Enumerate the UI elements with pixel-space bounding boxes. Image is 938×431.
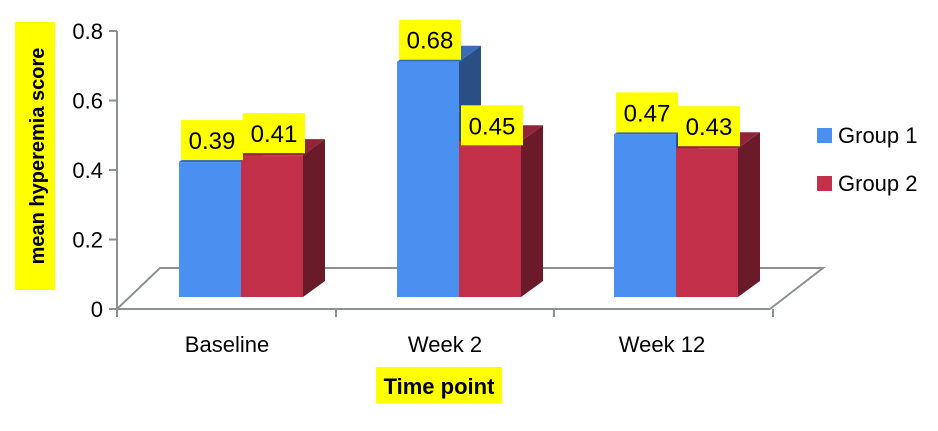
data-label-highlight: [181, 120, 243, 161]
y-tick-label: 0: [91, 297, 103, 322]
bar: [179, 162, 241, 297]
x-axis-tick-labels: Baseline Week 2 Week 12: [185, 332, 705, 357]
data-labels: 0.39 0.41 0.68 0.45 0.47 0.43: [181, 19, 740, 161]
data-label: 0.68: [407, 28, 454, 55]
legend-label: Group 2: [838, 171, 918, 196]
bar-side: [303, 139, 325, 297]
data-label: 0.43: [686, 114, 733, 141]
y-tick-label: 0.2: [72, 228, 103, 253]
y-tick-label: 0.4: [72, 158, 103, 183]
y-tick-label: 0.6: [72, 89, 103, 114]
data-label-highlight: [616, 92, 678, 133]
legend-swatch: [817, 176, 832, 191]
x-tick-label: Baseline: [185, 332, 269, 357]
data-label-highlight: [243, 113, 305, 154]
data-label: 0.47: [624, 100, 671, 127]
bar: [459, 141, 521, 297]
x-axis-title-text: Time point: [384, 374, 495, 399]
legend: Group 1 Group 2: [817, 123, 918, 196]
data-label: 0.45: [469, 113, 516, 140]
legend-swatch: [817, 128, 832, 143]
y-axis-title: mean hyperemia score: [15, 22, 55, 290]
y-axis-title-highlight: [15, 22, 55, 290]
data-label-highlight: [678, 106, 740, 147]
x-tick-label: Week 2: [408, 332, 482, 357]
bar-side: [521, 125, 543, 297]
bar: [241, 155, 303, 297]
y-axis: 0 0.2 0.4 0.6 0.8: [72, 19, 118, 322]
y-tick-label: 0.8: [72, 19, 103, 44]
bar: [676, 148, 738, 297]
x-axis-title: Time point: [376, 367, 502, 403]
y-axis-title-text: mean hyperemia score: [27, 48, 49, 265]
bars: [179, 45, 760, 297]
data-label-highlight: [461, 105, 523, 146]
x-axis-title-highlight: [376, 367, 502, 403]
bar: [614, 134, 676, 297]
data-label: 0.41: [251, 121, 298, 148]
bar: [397, 61, 459, 297]
data-label-highlight: [399, 19, 461, 60]
legend-label: Group 1: [838, 123, 918, 148]
bar-side: [738, 132, 760, 297]
data-label: 0.39: [189, 128, 236, 155]
x-tick-label: Week 12: [619, 332, 705, 357]
